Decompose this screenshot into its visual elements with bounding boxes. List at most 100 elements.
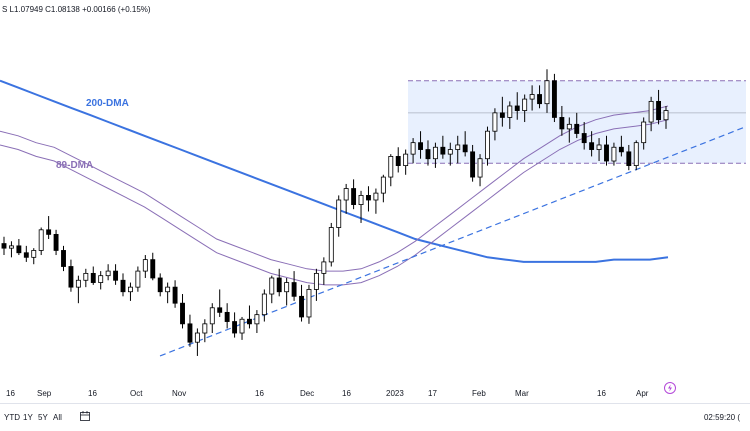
candle-body [611,146,617,162]
candle-body [150,259,156,279]
candle-body [254,314,260,325]
candle-body [551,80,557,118]
clock-readout: 02:59:20 ( [703,413,740,422]
candle-body [656,100,662,121]
candle-body [574,123,580,134]
x-tick-label: Oct [130,389,143,398]
candle-body [31,250,37,258]
x-tick-label: Apr [636,389,649,398]
candle-body [581,133,587,144]
price-chart[interactable]: 16 Sep 16 Oct Nov 16 Dec 16 2023 17 Feb Mar 16 Apr 20… [0,0,750,403]
x-tick-label: Sep [37,389,52,398]
x-tick-label: Feb [472,389,486,398]
candle-body [172,286,178,304]
x-tick-label: Dec [300,389,314,398]
candle-body [380,176,386,194]
candle-body [351,188,357,205]
ma200-line [0,79,669,263]
candle-body [410,142,416,155]
candle-body [499,112,505,118]
x-axis: 16 Sep 16 Oct Nov 16 Dec 16 2023 17 Feb Mar 16 Apr [6,389,649,398]
candle-body [425,149,431,160]
candle-body [321,261,327,274]
candle-body [440,146,446,155]
candle-body [537,94,542,105]
candle-body [559,117,565,130]
x-tick-label: 16 [342,389,351,398]
candle-body [194,332,200,343]
candle-body [477,158,483,178]
candle-body [596,144,602,150]
symbol-header: S L1.07949 C1.08138 +0.00166 (+0.15%) [0,0,750,20]
candle-body [83,272,89,281]
candle-body [217,307,223,313]
candle-body [306,289,312,318]
candle-body [648,100,654,123]
candle-body [663,110,669,121]
candle-body [202,323,208,334]
candle-body [403,153,409,166]
x-tick-label: 16 [6,389,15,398]
candle-body [343,188,349,201]
range-1y-button[interactable]: 1Y [23,413,33,422]
bottom-toolbar: YTD 1Y 5Y All 02:59:20 ( [0,403,750,431]
candle-body [313,272,319,290]
candle-body [232,321,238,334]
candle-body [142,259,148,272]
candle-body [135,270,141,288]
x-tick-label: Mar [515,389,529,398]
candle-body [157,277,163,293]
candle-body [470,151,476,178]
candle-body [1,243,7,249]
candle-body [98,275,104,283]
candle-body [113,270,119,281]
range-ytd-button[interactable]: YTD [4,413,20,422]
candle-body [418,142,423,150]
candle-body [53,233,59,251]
candle-body [529,94,535,100]
candle-body [388,156,394,178]
candle-body [485,130,490,160]
candle-body [209,307,215,325]
candle-body [589,142,595,150]
ma89-band-line [0,119,669,286]
candle-body [291,282,297,297]
candle-body [604,144,609,162]
candle-body [626,151,632,166]
candle-body [284,282,290,293]
candle-body [239,318,245,334]
candle-body [373,192,379,201]
ma89-label: 89-DMA [56,160,93,171]
candle-body [455,144,461,150]
candle-body [299,295,304,318]
candle-body [180,302,185,325]
candle-body [187,323,193,343]
ohlc-readout: S L1.07949 C1.08138 +0.00166 (+0.15%) [2,5,151,14]
candle-body [105,270,111,277]
candle-body [328,227,334,263]
candle-body [120,279,126,293]
x-tick-label: 16 [597,389,606,398]
candle-body [507,105,513,118]
candle-body [366,195,371,201]
candle-body [514,105,520,111]
candle-body [641,121,647,144]
candle-body [522,98,528,111]
candle-body [128,286,133,293]
candle-body [8,245,14,249]
candle-body [38,229,44,251]
candle-body [432,146,438,160]
candle-body [566,123,572,130]
moving-averages [0,79,669,286]
range-5y-button[interactable]: 5Y [38,413,48,422]
lightning-icon[interactable] [664,382,676,394]
candle-body [261,293,267,316]
candles [1,69,669,356]
range-all-button[interactable]: All [53,413,62,422]
calendar-icon[interactable] [80,411,90,421]
candle-body [75,279,81,288]
candle-body [492,112,498,132]
candle-body [247,318,252,325]
candle-body [544,80,550,105]
candle-body [618,146,624,153]
